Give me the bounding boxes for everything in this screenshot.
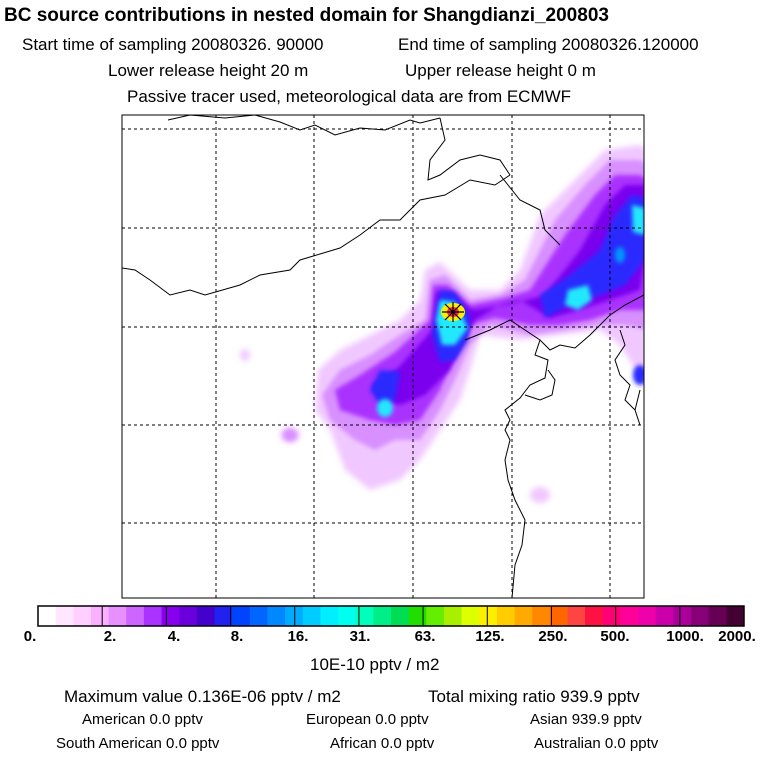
colorbar-label-250: 250. [538, 628, 568, 645]
colorbar-swatch [143, 606, 163, 626]
colorbar-label-0: 0. [23, 628, 37, 645]
colorbar-swatch [567, 606, 586, 626]
colorbar-swatch [338, 606, 357, 626]
colorbar-swatch [249, 606, 268, 626]
colorbar-swatch [426, 606, 445, 626]
colorbar-swatch [90, 606, 110, 626]
upper-release-label: Upper release height 0 m [405, 61, 596, 80]
colorbar-swatch [267, 606, 286, 626]
plot-title: BC source contributions in nested domain… [4, 5, 609, 26]
plume-layer [240, 145, 644, 503]
colorbar [38, 606, 745, 626]
colorbar-swatch [638, 606, 657, 626]
end-time-label: End time of sampling 20080326.120000 [398, 35, 699, 54]
colorbar-label-2000: 2000. [718, 628, 756, 645]
colorbar-swatch [496, 606, 516, 626]
colorbar-swatch [532, 606, 551, 626]
colorbar-swatch [461, 606, 480, 626]
graticule [122, 115, 644, 598]
colorbar-swatch [161, 606, 180, 626]
receptor-marker-shangdianzi [442, 302, 464, 322]
american-contribution: American 0.0 pptv [82, 711, 203, 728]
colorbar-swatch [73, 606, 92, 626]
colorbar-label-125: 125. [475, 628, 505, 645]
colorbar-swatch [443, 606, 463, 626]
tracer-note: Passive tracer used, meteorological data… [127, 87, 572, 106]
colorbar-label-2: 2. [103, 628, 117, 645]
colorbar-swatch [549, 606, 568, 626]
colorbar-label-1000: 1000. [666, 628, 704, 645]
colorbar-swatch [355, 606, 374, 626]
australian-contribution: Australian 0.0 pptv [534, 735, 659, 752]
colorbar-label-16: 16. [287, 628, 309, 645]
colorbar-label-8: 8. [230, 628, 244, 645]
colorbar-swatch [55, 606, 74, 626]
colorbar-label-31: 31. [349, 628, 371, 645]
colorbar-frame [37, 605, 745, 627]
colorbar-swatch [691, 606, 710, 626]
colorbar-swatch [620, 606, 639, 626]
colorbar-swatch [602, 606, 621, 626]
colorbar-swatch [196, 606, 215, 626]
maximum-value: Maximum value 0.136E-06 pptv / m2 [64, 687, 341, 706]
colorbar-swatch [673, 606, 692, 626]
colorbar-swatch [585, 606, 604, 626]
colorbar-swatch [179, 606, 198, 626]
colorbar-swatch [108, 606, 127, 626]
colorbar-swatch [391, 606, 410, 626]
total-mixing-ratio: Total mixing ratio 939.9 pptv [428, 687, 640, 706]
colorbar-swatch [38, 606, 57, 626]
colorbar-swatch [408, 606, 427, 626]
colorbar-swatch [655, 606, 674, 626]
colorbar-swatch [126, 606, 145, 626]
african-contribution: African 0.0 pptv [330, 735, 435, 752]
colorbar-dividers [101, 606, 681, 626]
coastlines-borders [122, 115, 644, 598]
south-american-contribution: South American 0.0 pptv [56, 735, 220, 752]
colorbar-swatch [285, 606, 304, 626]
colorbar-swatch [214, 606, 233, 626]
colorbar-swatch [320, 606, 339, 626]
asian-contribution: Asian 939.9 pptv [530, 711, 642, 728]
colorbar-unit: 10E-10 pptv / m2 [310, 655, 440, 674]
map-frame [121, 114, 645, 599]
colorbar-swatch [708, 606, 727, 626]
colorbar-label-4: 4. [167, 628, 181, 645]
colorbar-swatch [479, 606, 498, 626]
colorbar-swatch [726, 606, 745, 626]
start-time-label: Start time of sampling 20080326. 90000 [22, 35, 324, 54]
colorbar-swatch [514, 606, 533, 626]
european-contribution: European 0.0 pptv [306, 711, 429, 728]
lower-release-label: Lower release height 20 m [108, 61, 309, 80]
colorbar-swatch [373, 606, 392, 626]
colorbar-swatch [232, 606, 251, 626]
colorbar-swatch [302, 606, 321, 626]
colorbar-label-63: 63. [414, 628, 436, 645]
colorbar-label-500: 500. [600, 628, 630, 645]
